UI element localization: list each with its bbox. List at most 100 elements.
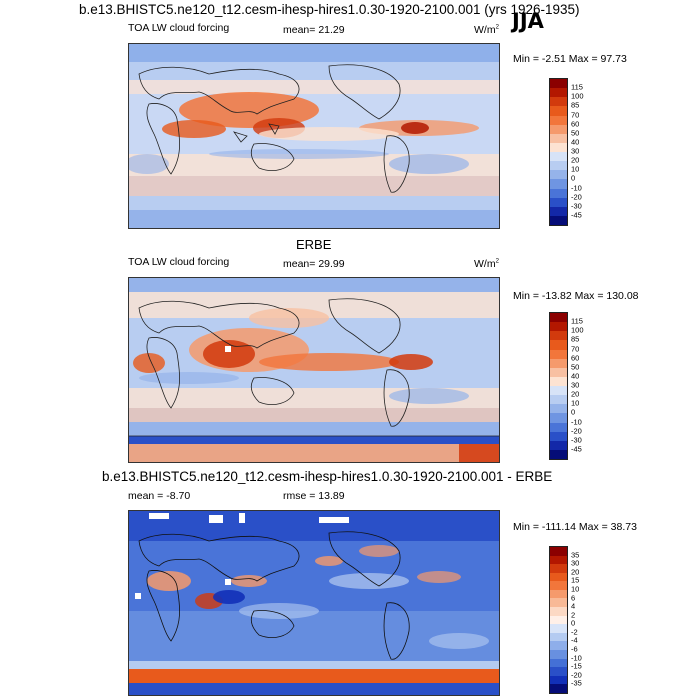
panel1-mean-label: mean= 21.29 <box>283 24 345 36</box>
panel1-variable-label: TOA LW cloud forcing <box>128 22 230 34</box>
colorbar-segment <box>550 79 567 89</box>
colorbar-segment <box>550 395 567 405</box>
season-label: JJA <box>512 9 544 33</box>
colorbar-segment <box>550 440 567 450</box>
colorbar-tick-label: -45 <box>571 444 582 454</box>
panel2-map <box>128 277 500 463</box>
panel3-rmse-label: rmse = 13.89 <box>283 490 345 502</box>
colorbar-segment <box>550 589 567 599</box>
colorbar-segment <box>550 88 567 98</box>
colorbar-tick-label: 115 <box>571 82 583 92</box>
colorbar-tick-label: 100 <box>571 325 584 335</box>
colorbar-tick-label: -15 <box>571 661 582 671</box>
colorbar-tick-label: 85 <box>571 100 580 110</box>
colorbar-tick-label: 10 <box>571 398 580 408</box>
colorbar-segment <box>550 449 567 459</box>
colorbar-segment <box>550 142 567 152</box>
colorbar-segment <box>550 331 567 341</box>
colorbar-tick-label: 10 <box>571 584 580 594</box>
colorbar-tick-label: 15 <box>571 575 580 585</box>
colorbar-tick-label: 0 <box>571 407 576 417</box>
colorbar-tick-label: -30 <box>571 201 582 211</box>
colorbar-segment <box>550 675 567 685</box>
colorbar-segment <box>550 313 567 323</box>
panel3-mean-label: mean = -8.70 <box>128 490 191 502</box>
colorbar-segment <box>550 667 567 676</box>
colorbar-tick-label: 60 <box>571 353 580 363</box>
colorbar-segment <box>550 547 567 556</box>
colorbar-tick-label: 40 <box>571 137 580 147</box>
colorbar-segment <box>550 649 567 659</box>
colorbar-tick-label: -4 <box>571 635 578 645</box>
colorbar-segment <box>550 581 567 590</box>
colorbar-segment <box>550 641 567 650</box>
panel1-map-svg <box>129 44 499 228</box>
colorbar-tick-label: 60 <box>571 119 580 129</box>
colorbar-tick-label: -20 <box>571 670 582 680</box>
panel3-map-svg <box>129 511 499 695</box>
panel2-colorbar <box>549 312 568 460</box>
panel3-colorbar <box>549 546 568 694</box>
colorbar-tick-label: 30 <box>571 380 580 390</box>
colorbar-tick-label: -45 <box>571 210 582 220</box>
colorbar-segment <box>550 322 567 332</box>
colorbar-tick-label: 100 <box>571 91 584 101</box>
colorbar-tick-label: -20 <box>571 192 582 202</box>
colorbar-tick-label: -10 <box>571 417 582 426</box>
colorbar-tick-label: 0 <box>571 618 576 628</box>
colorbar-tick-label: -10 <box>571 183 582 192</box>
colorbar-segment <box>550 413 567 423</box>
colorbar-segment <box>550 564 567 573</box>
colorbar-segment <box>550 607 567 616</box>
figure-title: b.e13.BHISTC5.ne120_t12.cesm-ihesp-hires… <box>79 2 580 17</box>
colorbar-segment <box>550 376 567 386</box>
panel1-minmax: Min = -2.51 Max = 97.73 <box>513 53 627 65</box>
colorbar-tick-label: 20 <box>571 389 580 399</box>
colorbar-segment <box>550 197 567 207</box>
colorbar-segment <box>550 598 567 608</box>
colorbar-tick-label: 0 <box>571 173 576 183</box>
panel3-title: b.e13.BHISTC5.ne120_t12.cesm-ihesp-hires… <box>102 469 553 484</box>
colorbar-tick-label: 6 <box>571 593 576 603</box>
colorbar-segment <box>550 624 567 633</box>
colorbar-segment <box>550 188 567 198</box>
colorbar-segment <box>550 632 567 642</box>
colorbar-tick-label: 115 <box>571 316 583 326</box>
panel2-minmax: Min = -13.82 Max = 130.08 <box>513 290 639 302</box>
panel2-mean-label: mean= 29.99 <box>283 258 345 270</box>
colorbar-segment <box>550 555 567 565</box>
colorbar-segment <box>550 170 567 180</box>
colorbar-segment <box>550 179 567 189</box>
colorbar-tick-label: -6 <box>571 644 578 654</box>
colorbar-tick-label: 50 <box>571 362 580 372</box>
panel3-map <box>128 510 500 696</box>
panel2-units: W/m2 <box>474 258 499 270</box>
colorbar-tick-label: 70 <box>571 344 580 353</box>
colorbar-segment <box>550 161 567 171</box>
colorbar-segment <box>550 422 567 432</box>
colorbar-segment <box>550 206 567 216</box>
colorbar-tick-label: -10 <box>571 653 582 663</box>
colorbar-segment <box>550 386 567 396</box>
panel1-map <box>128 43 500 229</box>
colorbar-tick-label: -20 <box>571 426 582 436</box>
colorbar-segment <box>550 152 567 162</box>
colorbar-tick-label: 20 <box>571 155 580 165</box>
colorbar-segment <box>550 124 567 134</box>
colorbar-segment <box>550 340 567 350</box>
panel2-title: ERBE <box>296 237 332 252</box>
colorbar-tick-label: 2 <box>571 610 576 620</box>
colorbar-tick-label: 40 <box>571 371 580 381</box>
colorbar-segment <box>550 358 567 368</box>
colorbar-segment <box>550 115 567 125</box>
colorbar-tick-label: 30 <box>571 558 580 568</box>
colorbar-segment <box>550 404 567 414</box>
colorbar-segment <box>550 367 567 377</box>
colorbar-segment <box>550 349 567 359</box>
colorbar-tick-label: 4 <box>571 601 576 611</box>
colorbar-tick-label: -35 <box>571 678 582 688</box>
panel1-colorbar <box>549 78 568 226</box>
colorbar-segment <box>550 215 567 225</box>
panel2-variable-label: TOA LW cloud forcing <box>128 256 230 268</box>
colorbar-segment <box>550 106 567 116</box>
